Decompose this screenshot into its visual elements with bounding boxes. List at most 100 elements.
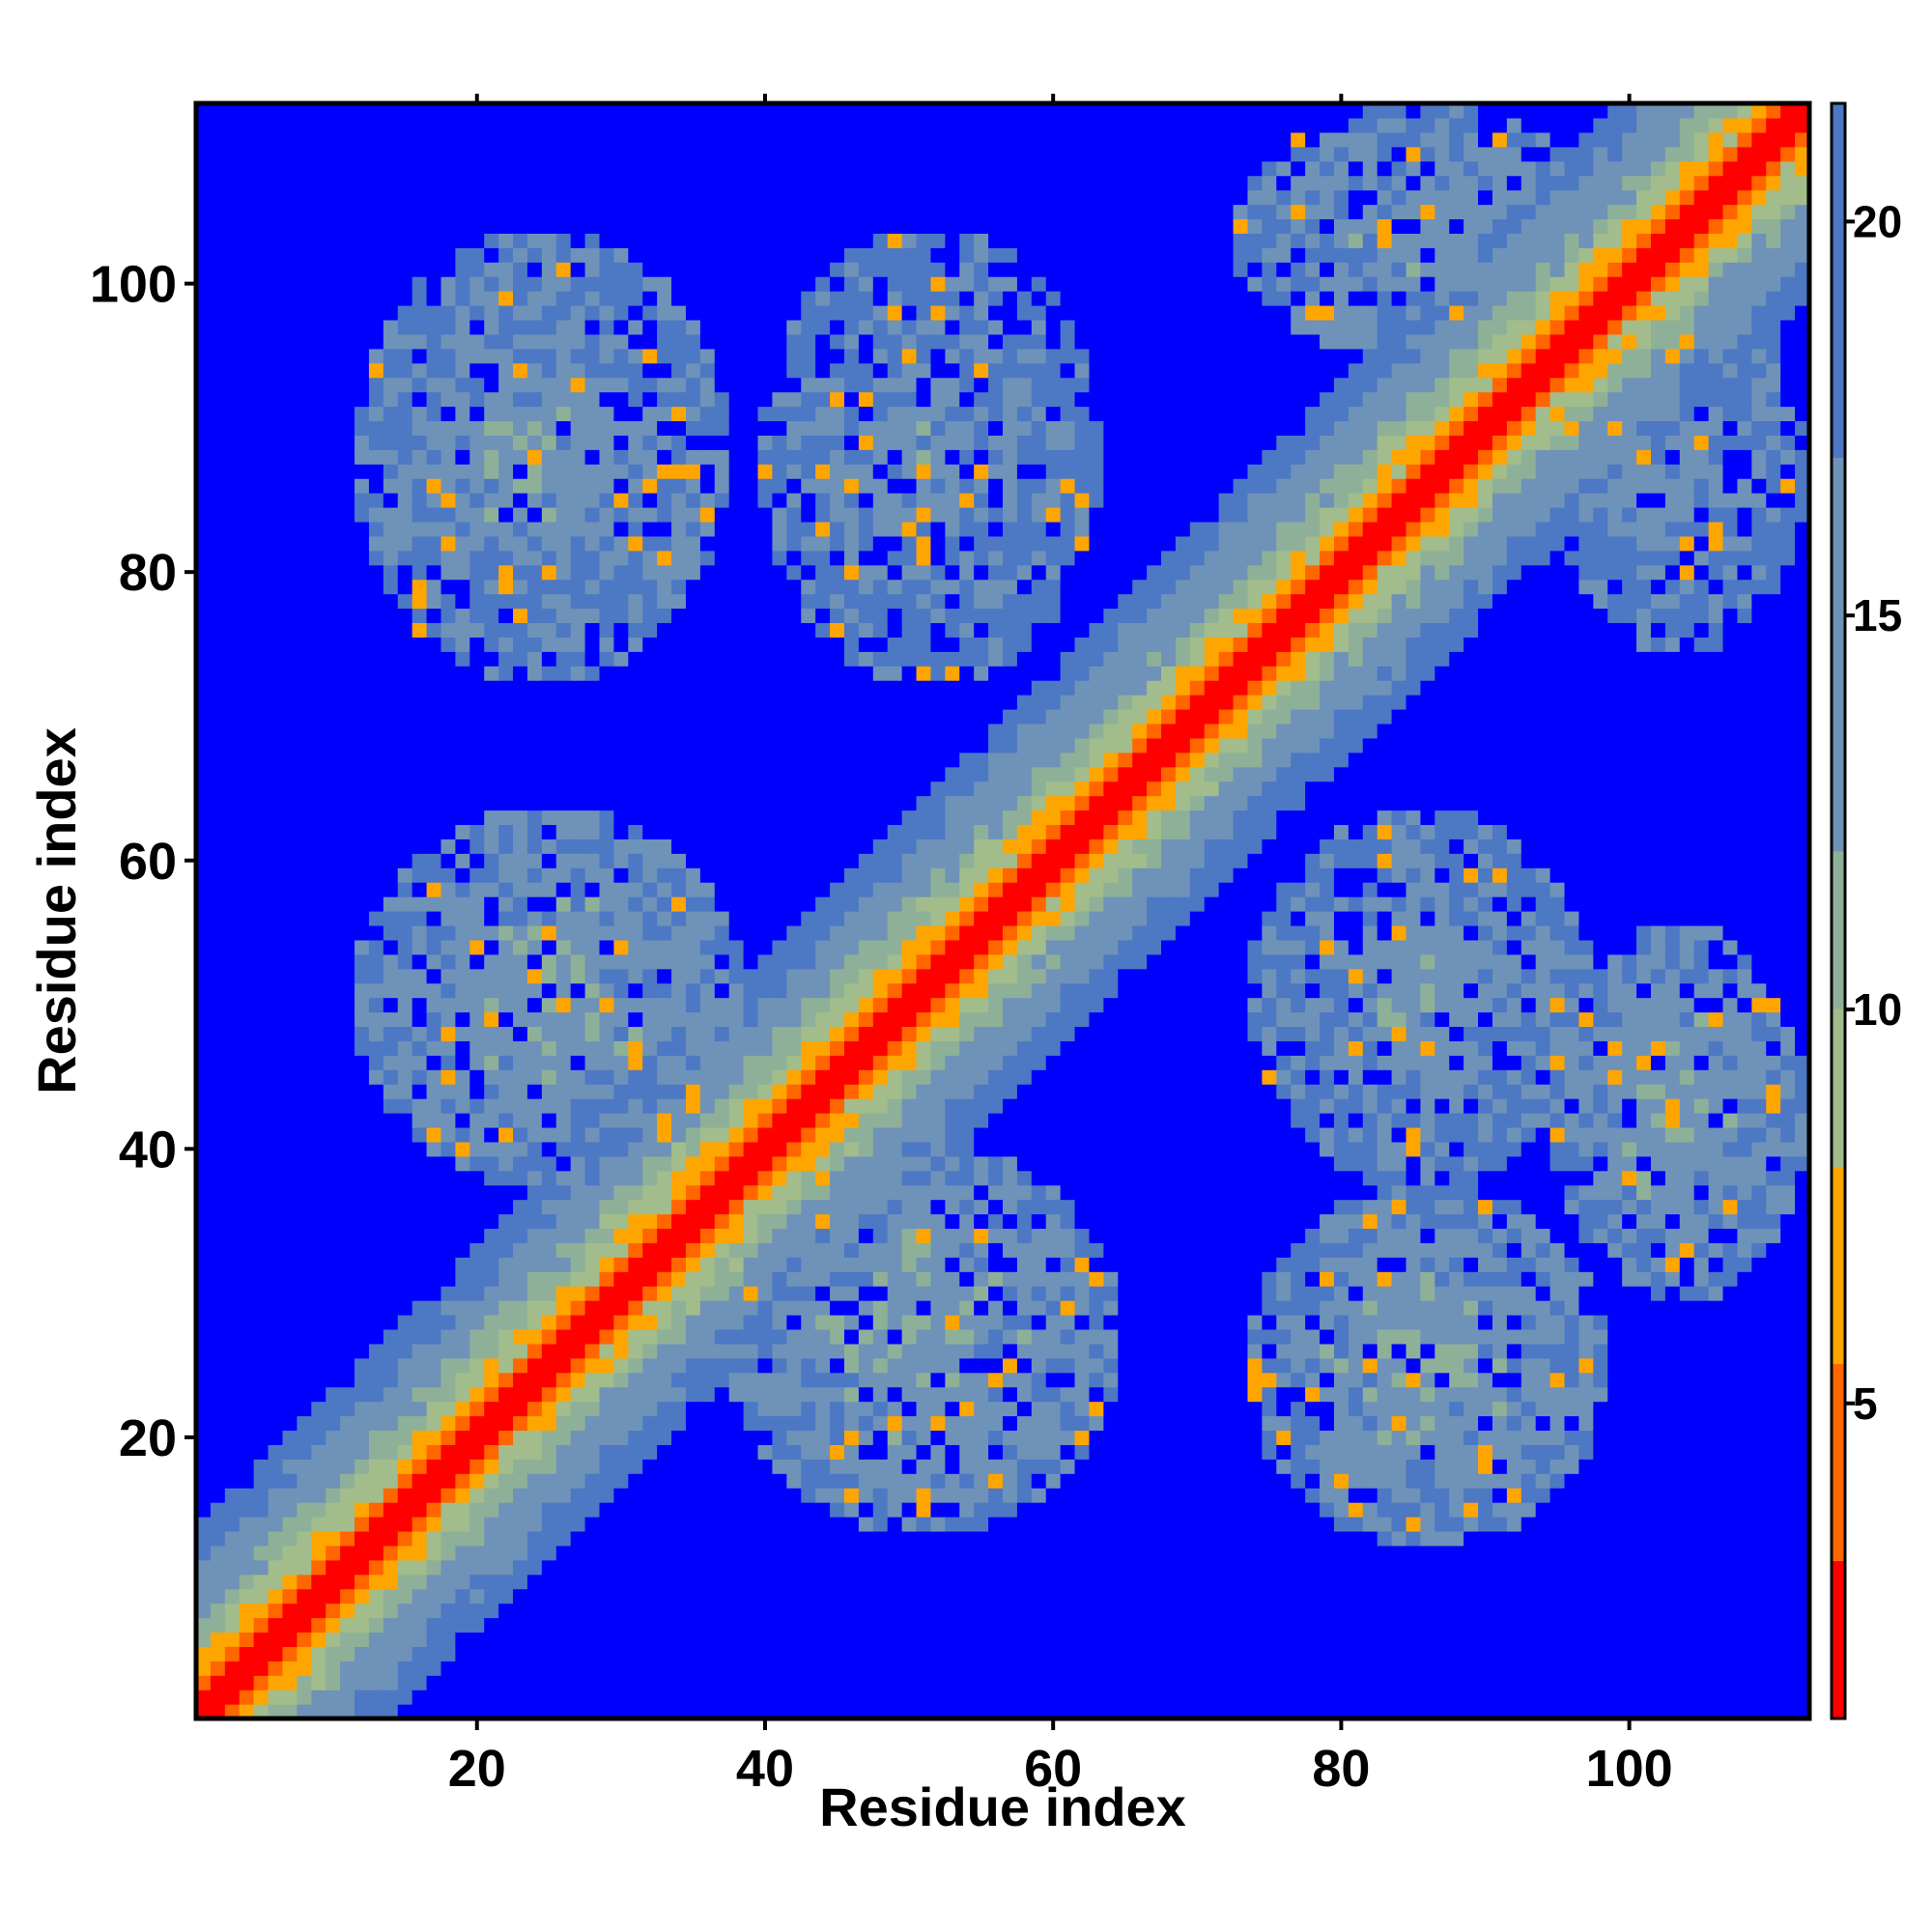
heatmap-cell — [772, 882, 787, 897]
heatmap-cell — [397, 1502, 413, 1518]
heatmap-cell — [584, 579, 601, 595]
heatmap-cell — [426, 810, 442, 826]
heatmap-cell — [210, 593, 226, 610]
heatmap-cell — [570, 752, 586, 768]
heatmap-cell — [613, 377, 629, 393]
heatmap-cell — [628, 449, 643, 465]
heatmap-cell — [484, 1069, 499, 1085]
heatmap-cell — [368, 1530, 384, 1547]
heatmap-cell — [815, 420, 831, 436]
heatmap-cell — [297, 333, 312, 350]
heatmap-cell — [455, 189, 470, 206]
heatmap-cell — [728, 1690, 745, 1705]
heatmap-cell — [642, 953, 658, 970]
heatmap-cell — [469, 853, 485, 868]
heatmap-cell — [628, 680, 643, 696]
heatmap-cell — [685, 1040, 701, 1056]
heatmap-cell — [671, 982, 687, 999]
heatmap-cell — [526, 637, 543, 652]
heatmap-cell — [311, 1328, 327, 1345]
heatmap-cell — [584, 276, 601, 292]
heatmap-cell — [224, 838, 241, 854]
heatmap-cell — [210, 564, 226, 581]
heatmap-cell — [657, 1199, 672, 1215]
heatmap-cell — [513, 882, 528, 897]
heatmap-cell — [426, 1257, 442, 1272]
heatmap-cell — [657, 1098, 672, 1114]
heatmap-cell — [484, 593, 499, 610]
heatmap-cell — [613, 204, 629, 220]
heatmap-cell — [440, 1199, 456, 1215]
heatmap-cell — [772, 695, 787, 710]
heatmap-cell — [355, 1026, 370, 1041]
heatmap-cell — [253, 1675, 270, 1690]
heatmap-cell — [541, 464, 557, 479]
heatmap-cell — [282, 362, 298, 379]
heatmap-cell — [599, 1704, 615, 1719]
heatmap-cell — [786, 291, 802, 306]
heatmap-cell — [355, 1386, 370, 1403]
heatmap-cell — [426, 968, 442, 984]
heatmap-cell — [628, 319, 643, 335]
heatmap-cell — [311, 333, 327, 350]
heatmap-cell — [513, 824, 528, 839]
heatmap-cell — [728, 1632, 745, 1647]
heatmap-cell — [628, 1488, 643, 1503]
heatmap-cell — [455, 420, 470, 436]
heatmap-cell — [801, 175, 816, 191]
heatmap-cell — [513, 622, 528, 638]
heatmap-cell — [772, 737, 787, 753]
heatmap-cell — [196, 131, 212, 148]
heatmap-cell — [757, 824, 774, 839]
heatmap-cell — [671, 1574, 687, 1590]
heatmap-cell — [383, 117, 399, 133]
heatmap-cell — [383, 695, 399, 710]
heatmap-cell — [440, 939, 456, 955]
heatmap-cell — [484, 1328, 499, 1345]
heatmap-cell — [484, 305, 499, 321]
heatmap-cell — [541, 1213, 557, 1230]
heatmap-cell — [671, 146, 687, 162]
heatmap-cell — [440, 723, 456, 739]
heatmap-cell — [657, 1675, 672, 1690]
heatmap-cell — [340, 291, 355, 306]
heatmap-cell — [513, 608, 528, 624]
heatmap-cell — [757, 233, 774, 248]
heatmap-cell — [426, 1459, 442, 1474]
heatmap-cell — [469, 1242, 485, 1258]
heatmap-cell — [340, 305, 355, 321]
heatmap-cell — [412, 1632, 428, 1647]
heatmap-cell — [253, 103, 270, 119]
heatmap-cell — [282, 1386, 298, 1403]
heatmap-cell — [311, 1661, 327, 1676]
heatmap-cell — [412, 1257, 428, 1272]
heatmap-cell — [326, 968, 341, 984]
heatmap-cell — [282, 1574, 298, 1590]
heatmap-cell — [642, 1588, 658, 1605]
heatmap-cell — [584, 535, 601, 552]
heatmap-cell — [368, 766, 384, 782]
heatmap-cell — [685, 391, 701, 408]
heatmap-cell — [642, 1155, 658, 1172]
heatmap-cell — [772, 637, 787, 652]
heatmap-cell — [282, 622, 298, 638]
heatmap-cell — [355, 391, 370, 408]
heatmap-cell — [757, 1617, 774, 1634]
heatmap-cell — [757, 968, 774, 984]
heatmap-cell — [642, 1257, 658, 1272]
heatmap-cell — [368, 1228, 384, 1243]
heatmap-cell — [541, 1113, 557, 1128]
heatmap-cell — [355, 1126, 370, 1143]
heatmap-cell — [224, 1286, 241, 1301]
heatmap-cell — [613, 838, 629, 854]
heatmap-cell — [239, 305, 255, 321]
heatmap-cell — [355, 1473, 370, 1489]
heatmap-cell — [584, 1530, 601, 1547]
heatmap-cell — [282, 1415, 298, 1432]
heatmap-cell — [628, 1588, 643, 1605]
heatmap-cell — [282, 766, 298, 782]
heatmap-cell — [210, 103, 226, 119]
heatmap-cell — [196, 723, 212, 739]
heatmap-cell — [340, 1040, 355, 1056]
